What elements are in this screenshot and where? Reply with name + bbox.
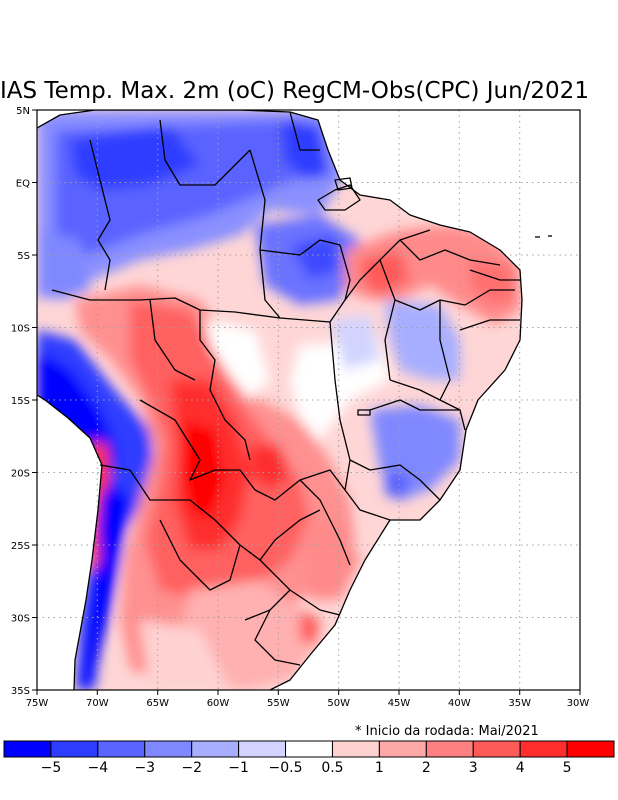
gridlines	[37, 110, 580, 690]
lat-label: 20S	[11, 469, 30, 480]
colorbar-swatch	[566, 740, 615, 758]
colorbar-label: 5	[563, 760, 572, 776]
lat-label: 10S	[11, 324, 30, 335]
lon-label: 30W	[567, 698, 590, 709]
colorbar-label: 1	[375, 760, 384, 776]
colorbar-swatch	[50, 740, 99, 758]
colorbar-label: −2	[181, 760, 202, 776]
political-borders	[37, 110, 552, 690]
colorbar-label: 0.5	[321, 760, 343, 776]
colorbar-label: 4	[516, 760, 525, 776]
lon-label: 35W	[508, 698, 531, 709]
lat-label: 30S	[11, 614, 30, 625]
colorbar-swatch	[472, 740, 521, 758]
colorbar-swatch	[3, 740, 52, 758]
latitude-labels: 5N EQ 5S 10S 15S 20S 25S 30S 35S	[11, 106, 30, 697]
colorbar-swatch	[238, 740, 287, 758]
lat-label: 35S	[11, 686, 30, 697]
colorbar-swatch	[519, 740, 568, 758]
colorbar-swatch	[331, 740, 380, 758]
colorbar-label: −0.5	[269, 760, 303, 776]
lon-label: 45W	[388, 698, 411, 709]
colorbar-swatch	[97, 740, 146, 758]
lon-label: 40W	[448, 698, 471, 709]
run-start-note: * Inicio da rodada: Mai/2021	[355, 724, 539, 739]
colorbar-swatch	[425, 740, 474, 758]
lon-label: 75W	[26, 698, 49, 709]
lon-label: 60W	[207, 698, 230, 709]
longitude-labels: 75W 70W 65W 60W 55W 50W 45W 40W 35W 30W	[26, 698, 590, 709]
colorbar-swatch	[378, 740, 427, 758]
lon-label: 55W	[267, 698, 290, 709]
colorbar-label: −5	[41, 760, 62, 776]
lat-label: 15S	[11, 396, 30, 407]
colorbar-label: −4	[88, 760, 109, 776]
colorbar-swatch	[191, 740, 240, 758]
colorbar-swatch	[285, 740, 333, 758]
lat-label: 5S	[17, 251, 30, 262]
lon-label: 70W	[86, 698, 109, 709]
colorbar-label: 3	[469, 760, 478, 776]
lat-label: 5N	[16, 106, 30, 117]
colorbar-swatch	[144, 740, 193, 758]
colorbar-label: −3	[134, 760, 155, 776]
colorbar-labels: −5 −4 −3 −2 −1 −0.5 0.5 1 2 3 4 5	[41, 760, 572, 776]
lon-label: 65W	[146, 698, 169, 709]
colorbar-label: −1	[228, 760, 249, 776]
colorbar-label: 2	[422, 760, 431, 776]
map-title: IAS Temp. Max. 2m (oC) RegCM-Obs(CPC) Ju…	[0, 78, 589, 104]
lon-label: 50W	[327, 698, 350, 709]
axis-ticks	[32, 109, 581, 695]
lat-label: EQ	[16, 179, 30, 190]
colorbar	[3, 740, 615, 758]
lat-label: 25S	[11, 541, 30, 552]
